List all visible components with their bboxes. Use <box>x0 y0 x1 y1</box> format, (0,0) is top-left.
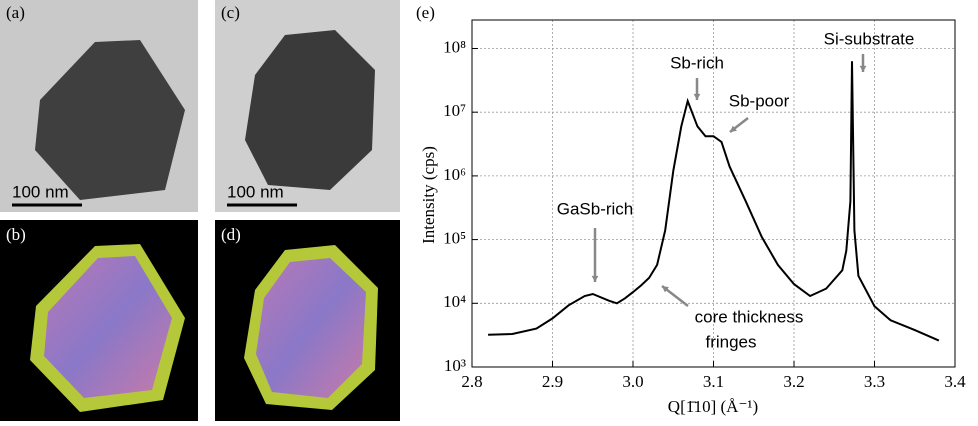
panel-label: (d) <box>221 225 241 244</box>
x-tick-label: 3.3 <box>864 372 885 391</box>
arrow-head <box>694 94 701 100</box>
arrow-head <box>592 276 599 282</box>
annotation: Si-substrate <box>824 29 915 48</box>
edx-panel-b: (b) <box>0 220 198 421</box>
y-tick-label: 10⁶ <box>443 165 466 184</box>
y-tick-label: 10⁷ <box>443 101 466 120</box>
y-tick-label: 10⁸ <box>443 37 466 56</box>
annotation: Sb-poor <box>729 91 790 110</box>
x-tick-label: 3.0 <box>622 372 643 391</box>
annotation: core thickness <box>695 307 804 326</box>
xrd-chart: (e) Intensity (cps) Q[1̄10] (Å⁻¹) 10³10⁴… <box>416 3 966 416</box>
tem-panel-c: (c) 100 nm <box>215 0 400 212</box>
scale-bar-label: 100 nm <box>227 182 284 201</box>
annotation: Sb-rich <box>670 53 724 72</box>
tem-panel-a: (a) 100 nm <box>0 0 198 212</box>
x-tick-label: 3.4 <box>944 372 966 391</box>
panel-label: (a) <box>6 3 25 22</box>
panel-label: (e) <box>416 3 435 22</box>
x-tick-label: 2.8 <box>461 372 482 391</box>
scale-bar-label: 100 nm <box>12 182 69 201</box>
arrow-head <box>860 66 867 72</box>
y-tick-label: 10⁴ <box>443 292 466 311</box>
panel-label: (b) <box>6 225 26 244</box>
annotation: GaSb-rich <box>557 199 634 218</box>
x-tick-label: 3.2 <box>783 372 804 391</box>
y-tick-label: 10⁵ <box>443 229 466 248</box>
y-axis-label: Intensity (cps) <box>419 146 438 244</box>
figure: (a) 100 nm (c) 100 nm (b) (d) (e) Intens… <box>0 0 978 421</box>
x-axis-label: Q[1̄10] (Å⁻¹) <box>668 397 758 416</box>
annotation: fringes <box>705 332 756 351</box>
panel-label: (c) <box>221 3 240 22</box>
x-tick-label: 3.1 <box>703 372 724 391</box>
edx-panel-d: (d) <box>215 220 400 421</box>
x-tick-label: 2.9 <box>542 372 563 391</box>
